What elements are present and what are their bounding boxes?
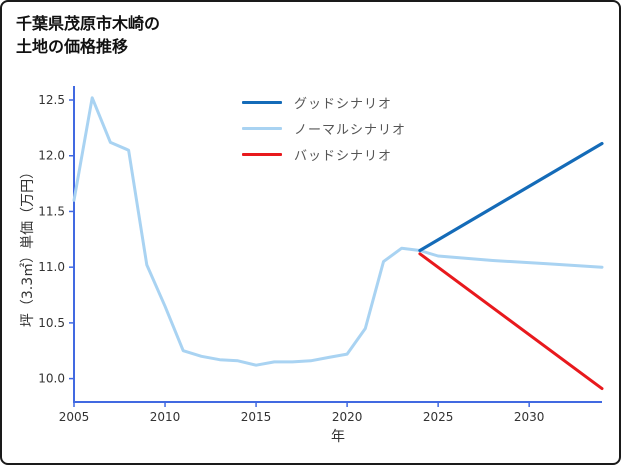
y-axis-label: 坪（3.3㎡）単価（万円）	[20, 164, 36, 328]
series-bad-scenario	[418, 252, 604, 391]
legend-label-normal: ノーマルシナリオ	[294, 122, 407, 138]
x-tick-label: 2010	[150, 410, 181, 424]
legend-item-normal: ノーマルシナリオ	[242, 120, 407, 138]
y-tick-label: 10.5	[38, 316, 65, 330]
x-tick-label: 2030	[514, 410, 545, 424]
x-tick-label: 2015	[241, 410, 272, 424]
x-tick-label: 2005	[59, 410, 90, 424]
legend-item-good: グッドシナリオ	[242, 94, 406, 112]
y-tick-label: 11.0	[38, 260, 65, 274]
legend-swatch-bad	[242, 152, 282, 156]
legend-swatch-normal	[242, 126, 282, 130]
x-tick-label: 2020	[332, 410, 363, 424]
x-axis-label: 年	[331, 429, 345, 445]
y-tick-label: 10.0	[38, 372, 65, 386]
chart-title-line2: 土地の価格推移	[16, 37, 129, 57]
legend-swatch-good	[242, 100, 282, 104]
legend: グッドシナリオ ノーマルシナリオ バッドシナリオ	[242, 94, 406, 172]
y-tick-label: 12.0	[38, 149, 65, 163]
y-tick-label: 11.5	[38, 204, 65, 218]
series-normal-scenario	[72, 96, 604, 367]
chart-title-line1: 千葉県茂原市木崎の	[16, 14, 161, 33]
series-good-scenario	[418, 141, 604, 253]
y-tick-label: 12.5	[38, 93, 65, 107]
x-tick-label: 2025	[423, 410, 454, 424]
legend-item-bad: バッドシナリオ	[242, 146, 406, 164]
chart-title: 千葉県茂原市木崎の 土地の価格推移	[16, 12, 160, 58]
legend-label-bad: バッドシナリオ	[294, 148, 393, 164]
legend-label-good: グッドシナリオ	[294, 96, 393, 112]
